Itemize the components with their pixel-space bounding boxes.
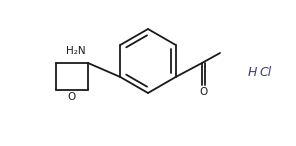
Text: Cl: Cl (259, 66, 271, 79)
Text: H₂N: H₂N (66, 46, 86, 56)
Text: O: O (68, 92, 76, 102)
Text: H: H (248, 66, 258, 79)
Text: O: O (200, 87, 207, 97)
